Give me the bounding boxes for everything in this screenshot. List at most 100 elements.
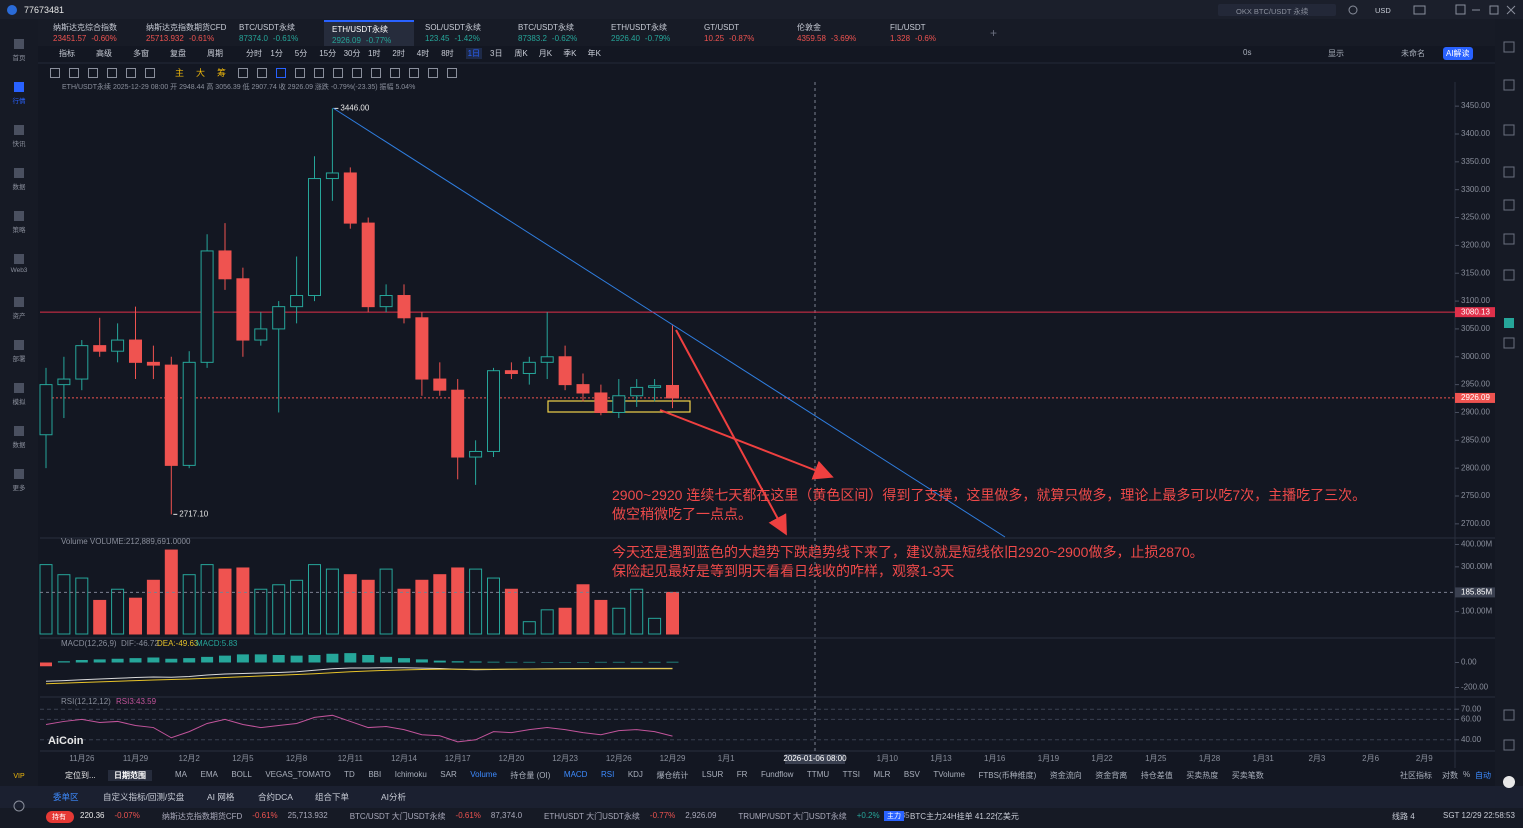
indicator-button[interactable]: FTBS(币种维度) (978, 771, 1037, 780)
period-button[interactable]: 1时 (368, 49, 381, 58)
sidebar-icon[interactable] (14, 340, 24, 350)
draw-tool-icon[interactable] (352, 68, 362, 78)
indicator-button[interactable]: EMA (200, 770, 218, 779)
draw-tool-icon[interactable] (107, 68, 117, 78)
indicator-right[interactable]: 社区指标 (1400, 771, 1432, 780)
currency[interactable]: USD (1375, 6, 1391, 15)
indicator-button[interactable]: BOLL (231, 770, 252, 779)
search-text[interactable]: OKX BTC/USDT 永续 (1236, 7, 1309, 16)
tab[interactable]: ETH/USDT永续 2926.09 -0.77% (324, 20, 414, 46)
bottom-tab[interactable]: 自定义指标/回测/实盘 (103, 792, 185, 802)
side-icon[interactable] (1503, 709, 1515, 721)
side-icon[interactable] (1503, 79, 1515, 91)
tab[interactable]: 伦敦金 4359.58 -3.69% (789, 20, 879, 46)
draw-tool-icon[interactable] (276, 68, 286, 78)
sidebar-icon[interactable] (14, 469, 24, 479)
indicator-button[interactable]: 资金流向 (1049, 771, 1082, 780)
sidebar-icon[interactable] (14, 82, 24, 92)
sidebar-icon[interactable] (14, 426, 24, 436)
side-icon[interactable] (1503, 166, 1515, 178)
draw-tool-icon[interactable] (295, 68, 305, 78)
period-button[interactable]: 30分 (343, 49, 361, 58)
indicator-button[interactable]: 买卖热度 (1186, 771, 1219, 780)
side-icon[interactable] (1503, 124, 1515, 136)
indicator-button[interactable]: KDJ (627, 770, 643, 779)
search-box[interactable] (1218, 4, 1336, 16)
status-item[interactable]: +0.2% (856, 811, 880, 820)
status-item[interactable]: ETH/USDT 大门USDT永续 (544, 812, 640, 821)
sidebar-label[interactable]: 策略 (12, 227, 26, 234)
toolbar-button[interactable]: 高级 (96, 49, 112, 58)
bell-icon[interactable] (1348, 5, 1358, 15)
status-item[interactable]: 87,374.0 (490, 811, 523, 820)
sidebar-label[interactable]: 首页 (12, 55, 26, 62)
bottom-tab[interactable]: 组合下单 (315, 792, 350, 802)
tab[interactable]: BTC/USDT永续 87383.2 -0.62% (510, 20, 600, 46)
toolbar-button[interactable]: 复盘 (170, 49, 186, 58)
period-button[interactable]: 8时 (441, 49, 454, 58)
side-icon[interactable] (1504, 318, 1514, 328)
status-item[interactable]: -0.07% (114, 811, 140, 820)
draw-tool-icon[interactable] (428, 68, 438, 78)
sidebar-icon[interactable] (14, 39, 24, 49)
side-icon[interactable] (1503, 41, 1515, 53)
status-item[interactable]: -0.61% (455, 811, 481, 820)
indicator-button[interactable]: RSI (600, 770, 615, 779)
sidebar-icon[interactable] (14, 211, 24, 221)
bottom-tab[interactable]: 合约DCA (258, 792, 293, 802)
draw-tool-icon[interactable] (409, 68, 419, 78)
close-icon[interactable] (1506, 5, 1516, 15)
locate-button[interactable]: 定位到... (65, 771, 96, 780)
period-button[interactable]: 15分 (319, 49, 337, 58)
indicator-button[interactable]: TTSI (842, 770, 860, 779)
indicator-right[interactable]: 对数 (1442, 771, 1458, 780)
status-item[interactable]: -0.61% (252, 811, 278, 820)
side-icon[interactable] (1503, 199, 1515, 211)
toolbar-right[interactable]: 显示 (1328, 49, 1344, 58)
sidebar-label[interactable]: 部署 (12, 356, 26, 363)
indicator-button[interactable]: VEGAS_TOMATO (265, 770, 331, 779)
sidebar-label[interactable]: 行情 (12, 98, 26, 105)
period-button[interactable]: 周K (514, 49, 528, 58)
ai-button[interactable]: AI解读 (1443, 47, 1473, 60)
draw-tool-icon[interactable] (88, 68, 98, 78)
indicator-button[interactable]: 持仓量 (OI) (510, 771, 551, 780)
tab[interactable]: SOL/USDT永续 123.45 -1.42% (417, 20, 507, 46)
draw-tool-icon[interactable] (238, 68, 248, 78)
indicator-button[interactable]: MA (175, 770, 187, 779)
chat-icon[interactable] (1503, 776, 1515, 788)
sidebar-icon[interactable] (14, 254, 24, 264)
sidebar-icon[interactable] (14, 383, 24, 393)
side-icon[interactable] (1503, 269, 1515, 281)
indicator-button[interactable]: FR (736, 770, 748, 779)
sidebar-label[interactable]: 数据 (12, 184, 26, 191)
draw-tool-icon[interactable] (333, 68, 343, 78)
period-button[interactable]: 3日 (490, 49, 503, 58)
period-button[interactable]: 1分 (270, 49, 283, 58)
add-tab[interactable]: + (990, 26, 998, 40)
period-button[interactable]: 1日 (465, 48, 483, 59)
indicator-button[interactable]: LSUR (701, 770, 724, 779)
indicator-button[interactable]: MACD (563, 770, 588, 779)
status-item[interactable]: 纳斯达克指数期货CFD (161, 812, 243, 821)
status-item[interactable]: 220.36 (80, 811, 105, 820)
toolbar-right[interactable]: 未命名 (1401, 49, 1425, 58)
sidebar-icon[interactable] (14, 125, 24, 135)
sidebar-label[interactable]: 资产 (12, 313, 26, 320)
window-icon[interactable] (1455, 4, 1466, 15)
range-button[interactable]: 日期范围 (108, 770, 152, 781)
indicator-button[interactable]: MLR (873, 770, 891, 779)
indicator-button[interactable]: 爆仓统计 (656, 771, 689, 780)
indicator-button[interactable]: BBI (368, 770, 382, 779)
draw-tool-icon[interactable] (126, 68, 136, 78)
status-item[interactable]: -0.77% (649, 811, 676, 820)
indicator-button[interactable]: 买卖笔数 (1231, 771, 1264, 780)
period-button[interactable]: 季K (563, 49, 577, 58)
bottom-tab[interactable]: AI 网格 (207, 792, 235, 802)
side-icon[interactable] (1503, 233, 1515, 245)
indicator-button[interactable]: TVolume (933, 770, 965, 779)
tab[interactable]: 纳斯达克综合指数 23451.57 -0.60% (45, 20, 135, 46)
tab[interactable]: FIL/USDT 1.328 -0.6% (882, 20, 972, 46)
status-item[interactable]: 2,926.09 (685, 811, 717, 820)
draw-tool-icon[interactable] (50, 68, 60, 78)
